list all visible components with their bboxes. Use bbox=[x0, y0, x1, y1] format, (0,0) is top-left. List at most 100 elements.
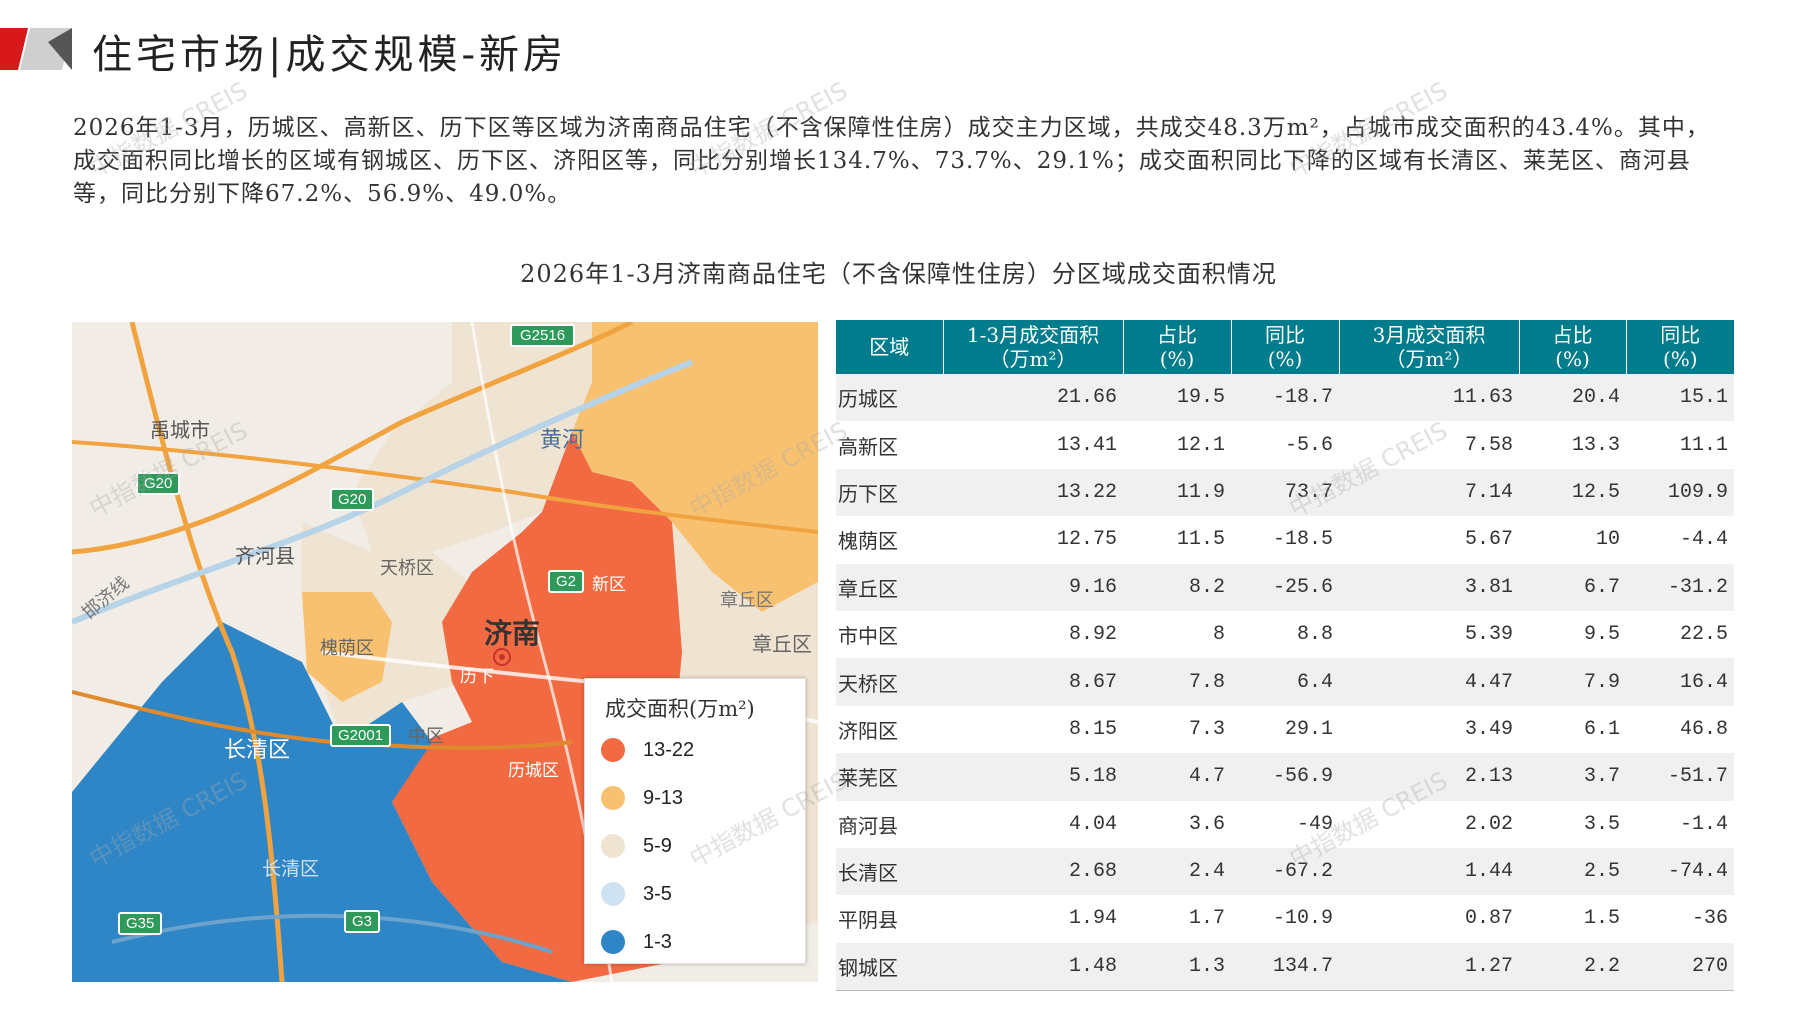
table-row: 平阴县 1.94 1.7 -10.9 0.87 1.5 -36 bbox=[836, 895, 1734, 942]
table-cell-value: 12.75 bbox=[1056, 528, 1117, 552]
legend-swatch bbox=[601, 930, 625, 954]
title-accent-mark bbox=[0, 28, 72, 70]
table-row: 钢城区 1.48 1.3 134.7 1.27 2.2 270 bbox=[836, 942, 1734, 992]
map-label-licheng: 历城区 bbox=[508, 761, 559, 781]
road-shield-g2: G2 bbox=[548, 570, 585, 593]
table-cell-value: 7.3 bbox=[1188, 717, 1225, 741]
table-row: 历下区 13.22 11.9 73.7 7.14 12.5 109.9 bbox=[836, 468, 1734, 517]
table-cell-region: 长清区 bbox=[836, 847, 943, 896]
header-q1-yoy: 同比 (%) bbox=[1231, 320, 1340, 374]
road-shield-g35: G35 bbox=[118, 912, 163, 935]
header-unit: (%) bbox=[1662, 347, 1698, 371]
table-cell-value: 8.2 bbox=[1123, 563, 1231, 611]
legend-label: 9-13 bbox=[643, 786, 684, 809]
table-cell-region: 历下区 bbox=[836, 468, 943, 517]
table-cell-value: 46.8 bbox=[1679, 717, 1728, 741]
header-text: 1-3月成交面积 bbox=[966, 323, 1100, 347]
table-cell-region: 天桥区 bbox=[836, 658, 943, 706]
map-label-yucheng: 禹城市 bbox=[150, 418, 210, 442]
region-huaiyin bbox=[302, 592, 392, 702]
header-text: 区域 bbox=[869, 335, 910, 359]
page-title: 住宅市场|成交规模-新房 bbox=[92, 32, 567, 78]
legend-item: 5-9 bbox=[601, 831, 672, 861]
table-cell-value: -25.6 bbox=[1231, 563, 1339, 611]
header-unit: (%) bbox=[1159, 347, 1195, 371]
table-cell-value: 21.66 bbox=[943, 374, 1123, 422]
map-label-city: 济南 bbox=[484, 617, 541, 650]
map-label-lixia: 历下 bbox=[460, 667, 494, 687]
table-cell-value: 9.5 bbox=[1583, 623, 1620, 647]
map-label-zhangqiu: 章丘区 bbox=[720, 590, 774, 611]
table-cell-value: -36 bbox=[1691, 907, 1728, 931]
table-cell-value: 19.5 bbox=[1123, 374, 1231, 422]
table-cell-value: 13.3 bbox=[1571, 433, 1620, 457]
map-label-changqing-2: 长清区 bbox=[262, 858, 320, 880]
table-cell-value: 13.22 bbox=[943, 468, 1123, 517]
district-sales-table: 区域 1-3月成交面积 （万m²） 占比 (%) 同比 (%) 3月成交面积 （万m²）… bbox=[836, 320, 1734, 992]
table-cell-value: 7.8 bbox=[1123, 658, 1231, 706]
table-cell-value: 270 bbox=[1626, 942, 1734, 992]
table-cell-value: 12.1 bbox=[1176, 433, 1225, 457]
table-cell-value: -10.9 bbox=[1272, 907, 1333, 931]
legend-label: 1-3 bbox=[643, 930, 672, 953]
header-q1-share: 占比 (%) bbox=[1123, 320, 1232, 374]
legend-label: 13-22 bbox=[643, 738, 695, 761]
header-mar-area: 3月成交面积 （万m²） bbox=[1339, 320, 1520, 374]
table-cell-value: 1.3 bbox=[1123, 942, 1231, 992]
header-text: 同比 bbox=[1660, 323, 1701, 347]
table-cell-value: 11.5 bbox=[1176, 528, 1225, 552]
table-row: 商河县 4.04 3.6 -49 2.02 3.5 -1.4 bbox=[836, 801, 1734, 848]
table-cell-value: 7.9 bbox=[1519, 658, 1626, 706]
table-cell-region: 莱芜区 bbox=[836, 753, 943, 801]
legend-label: 3-5 bbox=[643, 882, 672, 905]
legend-item: 1-3 bbox=[601, 927, 672, 957]
table-cell-region: 商河县 bbox=[838, 813, 898, 838]
table-cell-region: 历城区 bbox=[836, 374, 943, 422]
header-unit: (%) bbox=[1267, 347, 1303, 371]
legend-item: 13-22 bbox=[601, 735, 694, 765]
table-cell-value: 6.4 bbox=[1231, 658, 1339, 706]
table-cell-value: 2.02 bbox=[1464, 812, 1513, 836]
table-row: 市中区 8.92 8 8.8 5.39 9.5 22.5 bbox=[836, 611, 1734, 658]
table-cell-value: 8.8 bbox=[1296, 623, 1333, 647]
table-cell-region: 章丘区 bbox=[836, 563, 943, 611]
table-row: 长清区 2.68 2.4 -67.2 1.44 2.5 -74.4 bbox=[836, 847, 1734, 896]
table-cell-value: 3.81 bbox=[1339, 563, 1519, 611]
table-cell-value: 16.4 bbox=[1626, 658, 1734, 706]
table-cell-value: -49 bbox=[1296, 812, 1333, 836]
table-row: 章丘区 9.16 8.2 -25.6 3.81 6.7 -31.2 bbox=[836, 563, 1734, 611]
table-cell-value: 109.9 bbox=[1626, 468, 1734, 517]
legend-swatch bbox=[601, 882, 625, 906]
header-mar-share: 占比 (%) bbox=[1519, 320, 1627, 374]
header-text: 占比 bbox=[1552, 323, 1593, 347]
table-cell-value: 6.7 bbox=[1519, 563, 1626, 611]
table-cell-region: 钢城区 bbox=[836, 942, 943, 992]
table-cell-value: 11.63 bbox=[1339, 374, 1519, 422]
header-text: 占比 bbox=[1157, 323, 1197, 347]
legend-item: 9-13 bbox=[601, 783, 683, 813]
legend-item: 3-5 bbox=[601, 879, 672, 909]
table-cell-value: 6.1 bbox=[1583, 717, 1620, 741]
table-cell-value: 2.13 bbox=[1339, 753, 1519, 801]
header-q1-area: 1-3月成交面积 （万m²） bbox=[943, 320, 1124, 374]
table-cell-value: 2.2 bbox=[1519, 942, 1626, 992]
legend-label: 5-9 bbox=[643, 834, 672, 857]
table-row: 天桥区 8.67 7.8 6.4 4.47 7.9 16.4 bbox=[836, 658, 1734, 706]
map-label-tianqiao: 天桥区 bbox=[380, 558, 434, 579]
table-cell-value: 8.67 bbox=[943, 658, 1123, 706]
header-mar-yoy: 同比 (%) bbox=[1626, 320, 1734, 374]
table-cell-value: 4.04 bbox=[1068, 812, 1117, 836]
table-cell-value: -56.9 bbox=[1231, 753, 1339, 801]
table-header-row: 区域 1-3月成交面积 （万m²） 占比 (%) 同比 (%) 3月成交面积 （万m²）… bbox=[836, 320, 1734, 374]
table-row: 莱芜区 5.18 4.7 -56.9 2.13 3.7 -51.7 bbox=[836, 753, 1734, 801]
table-cell-value: -51.7 bbox=[1626, 753, 1734, 801]
table-cell-value: 3.5 bbox=[1583, 812, 1620, 836]
table-cell-value: 8.92 bbox=[1068, 623, 1117, 647]
table-cell-value: 1.27 bbox=[1339, 942, 1519, 992]
table-cell-value: 11.1 bbox=[1679, 433, 1728, 457]
table-cell-value: 7.58 bbox=[1464, 433, 1513, 457]
table-body: 历城区 21.66 19.5 -18.7 11.63 20.4 15.1 高新区 13.41 12… bbox=[836, 374, 1734, 992]
table-cell-value: -4.4 bbox=[1679, 528, 1728, 552]
map-label-huanghe: 黄河 bbox=[540, 428, 585, 453]
header-text: 同比 bbox=[1265, 323, 1305, 347]
